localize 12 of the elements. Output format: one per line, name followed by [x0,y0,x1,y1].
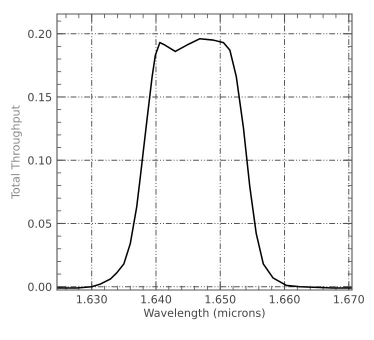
y-tick-label: 0.10 [28,156,52,165]
x-tick-label: 1.670 [334,295,364,304]
y-tick-label: 0.05 [28,219,52,228]
x-axis-title: Wavelength (microns) [144,308,265,320]
x-tick-label: 1.650 [206,295,236,304]
x-tick-label: 1.630 [77,295,107,304]
y-tick-label: 0.20 [28,30,52,38]
y-tick-label: 0.15 [28,92,52,102]
x-tick-label: 1.660 [270,295,300,304]
y-axis-title: Total Throughput [11,105,22,200]
x-tick-label: 1.640 [141,295,172,304]
y-tick-label: 0.00 [28,282,52,292]
